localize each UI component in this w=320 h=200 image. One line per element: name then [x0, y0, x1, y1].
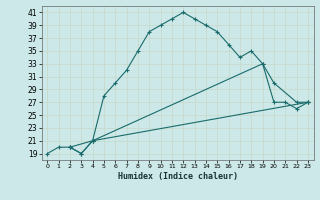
X-axis label: Humidex (Indice chaleur): Humidex (Indice chaleur): [118, 172, 237, 181]
